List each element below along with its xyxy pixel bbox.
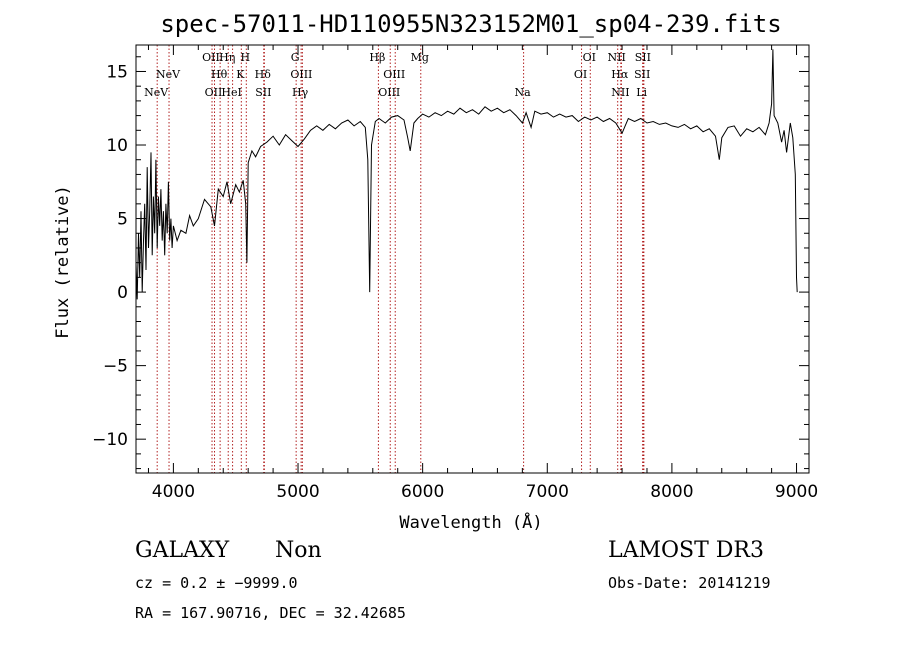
line-label: OI bbox=[583, 51, 596, 64]
line-label: HeI bbox=[221, 86, 241, 99]
x-axis: 4000 5000 6000 7000 8000 9000 bbox=[147, 45, 818, 502]
y-tick-label: 10 bbox=[106, 136, 128, 156]
line-label: Hγ bbox=[292, 86, 309, 99]
line-label: Hη bbox=[219, 51, 235, 64]
line-label: OI bbox=[574, 68, 587, 81]
line-label: K bbox=[236, 68, 245, 81]
line-label: H bbox=[241, 51, 251, 64]
line-label: OIII bbox=[290, 68, 312, 81]
x-tick-label: 9000 bbox=[775, 482, 818, 502]
object-class: GALAXY bbox=[135, 538, 230, 563]
x-tick-label: 4000 bbox=[152, 482, 195, 502]
line-label: Hθ bbox=[211, 68, 228, 81]
x-tick-label: 6000 bbox=[401, 482, 444, 502]
line-label: NeV bbox=[144, 86, 169, 99]
spectral-line-labels: NeV NeV OII OII Hθ Hη HeI KH Hδ SII G OIII Hγ Hβ OIII O… bbox=[144, 51, 651, 99]
x-tick-label: 8000 bbox=[650, 482, 693, 502]
line-label: Hα bbox=[611, 68, 629, 81]
object-subclass: Non bbox=[275, 538, 322, 563]
line-label: OII bbox=[202, 51, 220, 64]
y-tick-label: 5 bbox=[117, 210, 128, 230]
line-label: Hδ bbox=[255, 68, 272, 81]
line-label: SII bbox=[255, 86, 271, 99]
coordinates: RA = 167.90716, DEC = 32.42685 bbox=[135, 604, 406, 622]
line-label: Li bbox=[636, 86, 647, 99]
y-tick-label: −10 bbox=[92, 430, 128, 450]
line-label: OII bbox=[205, 86, 223, 99]
line-label: NeV bbox=[156, 68, 181, 81]
y-tick-label: 15 bbox=[106, 62, 128, 82]
obs-date: Obs-Date: 20141219 bbox=[608, 574, 771, 592]
line-label: NII bbox=[608, 51, 626, 64]
line-label: NII bbox=[611, 86, 629, 99]
line-label: Hβ bbox=[369, 51, 385, 64]
y-axis: −10 −5 0 5 10 15 bbox=[92, 56, 809, 470]
spectrum-line bbox=[135, 49, 798, 300]
line-label: OIII bbox=[378, 86, 400, 99]
line-label: Mg bbox=[411, 51, 429, 64]
line-label: SII bbox=[634, 68, 650, 81]
x-tick-label: 7000 bbox=[526, 482, 569, 502]
line-label: Na bbox=[515, 86, 532, 99]
line-label: OIII bbox=[383, 68, 405, 81]
y-tick-label: −5 bbox=[103, 357, 128, 377]
x-tick-label: 5000 bbox=[276, 482, 319, 502]
chart-title: spec-57011-HD110955N323152M01_sp04-239.f… bbox=[160, 10, 781, 38]
y-tick-label: 0 bbox=[117, 283, 128, 303]
spectral-line-markers bbox=[156, 45, 645, 473]
y-axis-label: Flux (relative) bbox=[53, 185, 73, 339]
survey-name: LAMOST DR3 bbox=[608, 538, 764, 563]
x-axis-label: Wavelength (Å) bbox=[399, 511, 542, 533]
line-label: G bbox=[291, 51, 300, 64]
redshift-readout: cz = 0.2 ± −9999.0 bbox=[135, 574, 298, 592]
line-label: SII bbox=[635, 51, 651, 64]
